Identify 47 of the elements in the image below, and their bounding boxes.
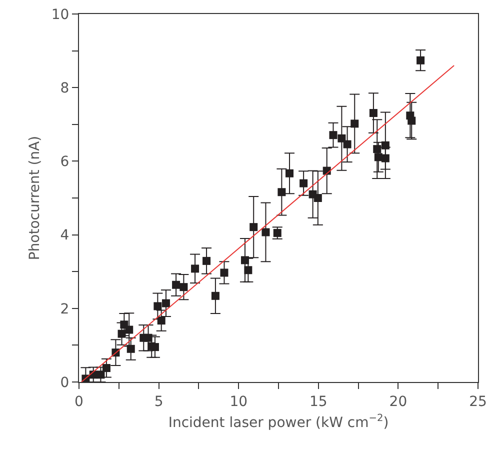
- point: [369, 108, 378, 117]
- x-axis-title: Incident laser power (kW cm$^{−2}$): [168, 413, 389, 432]
- point: [314, 194, 322, 202]
- point: [329, 131, 338, 140]
- y-tick-label: 2: [60, 301, 70, 318]
- y-tick-label: 0: [60, 374, 70, 391]
- point: [211, 292, 220, 300]
- point: [286, 169, 294, 178]
- point: [300, 179, 308, 188]
- point: [118, 330, 126, 338]
- point: [126, 344, 135, 353]
- x-tick-label: 0: [74, 394, 84, 410]
- point: [172, 280, 180, 289]
- point: [144, 334, 152, 342]
- point: [154, 302, 162, 310]
- y-tick-label: 8: [60, 80, 70, 96]
- y-axis-title: Photocurrent (nA): [26, 136, 43, 260]
- x-tick-label: 25: [469, 394, 487, 410]
- x-tick-label: 15: [309, 394, 328, 410]
- point: [157, 316, 166, 325]
- y-tick-label: 10: [51, 6, 70, 23]
- point: [162, 299, 170, 308]
- point: [408, 116, 416, 125]
- y-tick-label: 4: [60, 228, 70, 244]
- point: [350, 120, 359, 128]
- point: [191, 264, 200, 273]
- point: [338, 134, 346, 142]
- point: [180, 283, 188, 292]
- point: [343, 140, 352, 148]
- point: [125, 326, 134, 334]
- point: [102, 364, 110, 372]
- x-tick-label: 20: [389, 394, 408, 410]
- point: [373, 145, 382, 154]
- point: [244, 266, 252, 274]
- y-tick-label: 6: [60, 154, 70, 170]
- point: [150, 343, 159, 352]
- point: [250, 223, 258, 232]
- point: [220, 268, 228, 277]
- point: [381, 154, 390, 162]
- point: [240, 256, 249, 264]
- point: [262, 228, 270, 236]
- point: [278, 188, 286, 196]
- x-tick-label: 10: [230, 394, 248, 410]
- x-tick-label: 5: [154, 394, 164, 410]
- point: [202, 256, 211, 265]
- point: [416, 56, 425, 64]
- point: [381, 141, 390, 150]
